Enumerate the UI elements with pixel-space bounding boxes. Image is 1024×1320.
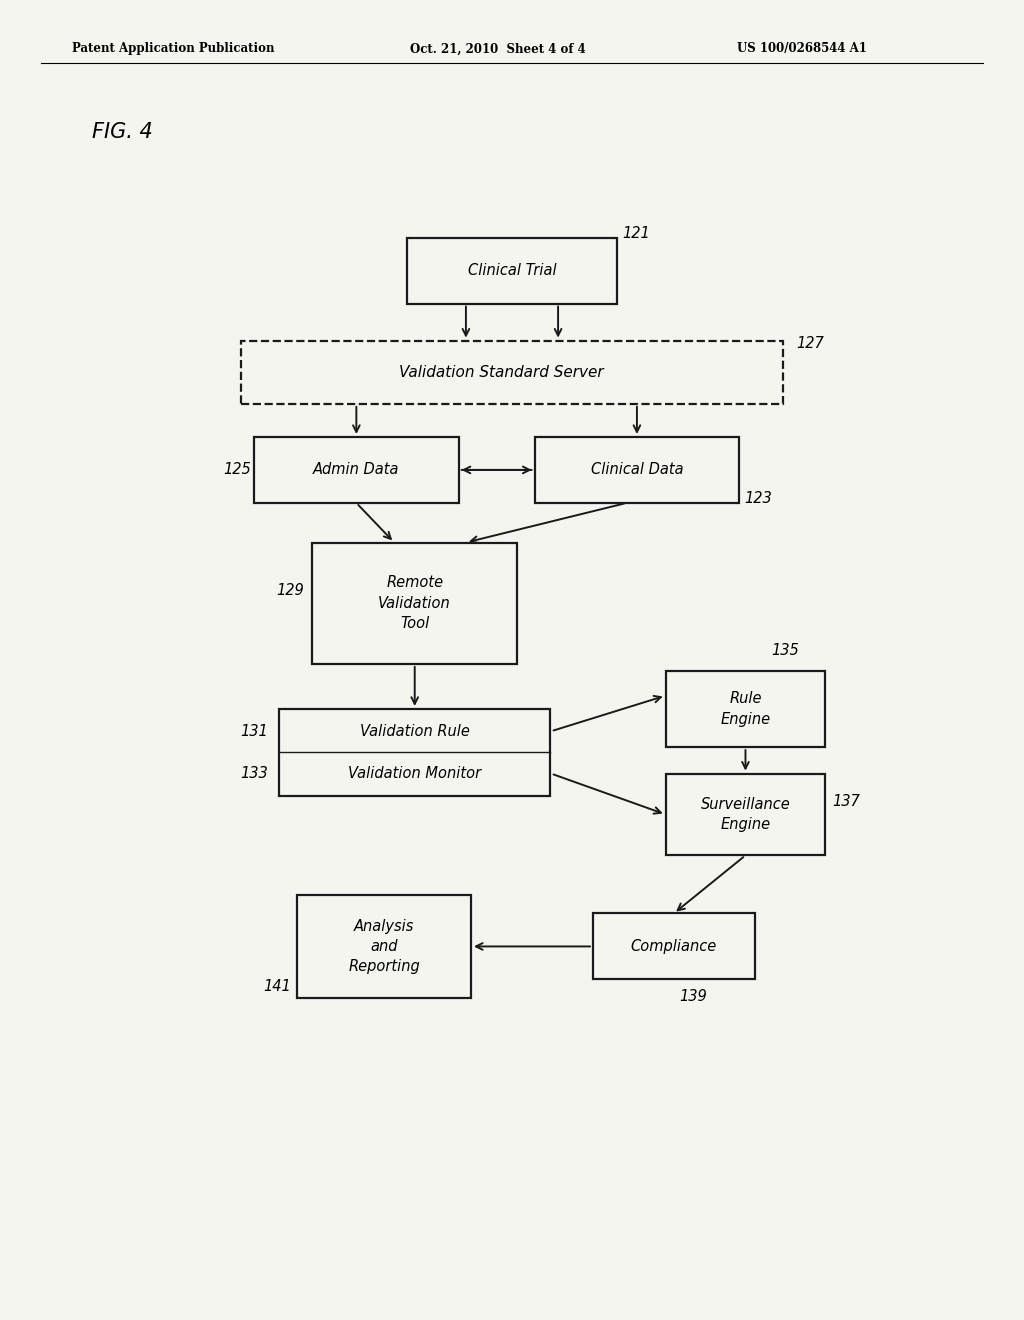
Text: 137: 137 (833, 793, 860, 809)
Text: 141: 141 (263, 978, 291, 994)
FancyBboxPatch shape (241, 341, 783, 404)
FancyBboxPatch shape (312, 543, 517, 664)
FancyBboxPatch shape (593, 913, 755, 979)
FancyBboxPatch shape (535, 437, 739, 503)
Text: Validation Standard Server: Validation Standard Server (399, 364, 604, 380)
Text: Admin Data: Admin Data (313, 462, 399, 478)
Text: Surveillance
Engine: Surveillance Engine (700, 797, 791, 832)
Text: 133: 133 (241, 766, 268, 781)
FancyBboxPatch shape (666, 774, 825, 855)
Text: US 100/0268544 A1: US 100/0268544 A1 (737, 42, 867, 55)
Text: Oct. 21, 2010  Sheet 4 of 4: Oct. 21, 2010 Sheet 4 of 4 (410, 42, 586, 55)
Text: 127: 127 (797, 335, 824, 351)
Text: 121: 121 (623, 226, 650, 242)
Text: 123: 123 (744, 491, 772, 507)
FancyBboxPatch shape (666, 671, 825, 747)
FancyBboxPatch shape (297, 895, 471, 998)
Text: Clinical Trial: Clinical Trial (468, 263, 556, 279)
Text: Analysis
and
Reporting: Analysis and Reporting (348, 919, 420, 974)
FancyBboxPatch shape (279, 709, 551, 796)
Text: 129: 129 (276, 582, 304, 598)
Text: 131: 131 (241, 723, 268, 739)
Text: FIG. 4: FIG. 4 (92, 121, 153, 143)
Text: 139: 139 (679, 989, 707, 1005)
Text: Patent Application Publication: Patent Application Publication (72, 42, 274, 55)
Text: Remote
Validation
Tool: Remote Validation Tool (378, 576, 452, 631)
Text: 135: 135 (771, 643, 799, 659)
Text: Clinical Data: Clinical Data (591, 462, 683, 478)
FancyBboxPatch shape (254, 437, 459, 503)
Text: Compliance: Compliance (631, 939, 717, 954)
Text: Rule
Engine: Rule Engine (721, 692, 770, 726)
Text: Validation Monitor: Validation Monitor (348, 766, 481, 781)
Text: Validation Rule: Validation Rule (359, 723, 470, 739)
FancyBboxPatch shape (408, 238, 616, 304)
Text: 125: 125 (223, 462, 251, 478)
